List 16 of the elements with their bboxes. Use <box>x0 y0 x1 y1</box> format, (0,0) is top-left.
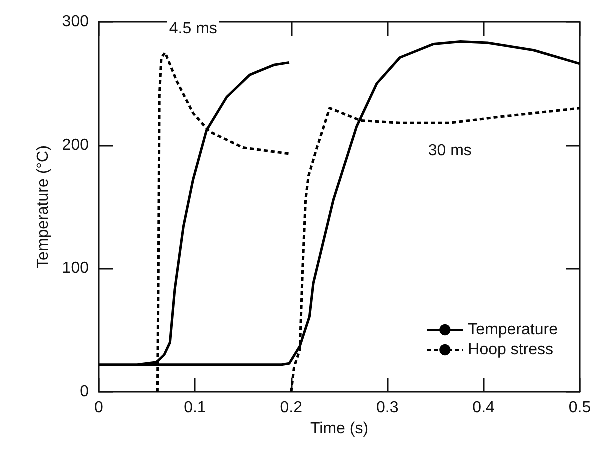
x-tick-label: 0 <box>94 400 104 416</box>
y-axis-title: Temperature (°C) <box>34 146 52 268</box>
y-tick-label: 200 <box>62 136 90 154</box>
annotation: 4.5 ms <box>169 20 218 38</box>
annotation: 30 ms <box>428 142 472 160</box>
x-tick-label: 0.2 <box>280 400 303 416</box>
x-tick-label: 0.5 <box>568 400 592 416</box>
x-tick-label: 0.1 <box>184 400 206 416</box>
y-tick-label: 0 <box>80 384 90 400</box>
legend-label: Hoop stress <box>468 342 554 358</box>
x-tick-label: 0.3 <box>376 400 399 416</box>
y-tick-label: 300 <box>62 14 90 30</box>
legend-label: Temperature <box>468 322 558 338</box>
x-axis-title: Time (s) <box>310 420 369 438</box>
x-tick-label: 0.4 <box>472 400 496 416</box>
y-tick-label: 100 <box>62 260 90 278</box>
